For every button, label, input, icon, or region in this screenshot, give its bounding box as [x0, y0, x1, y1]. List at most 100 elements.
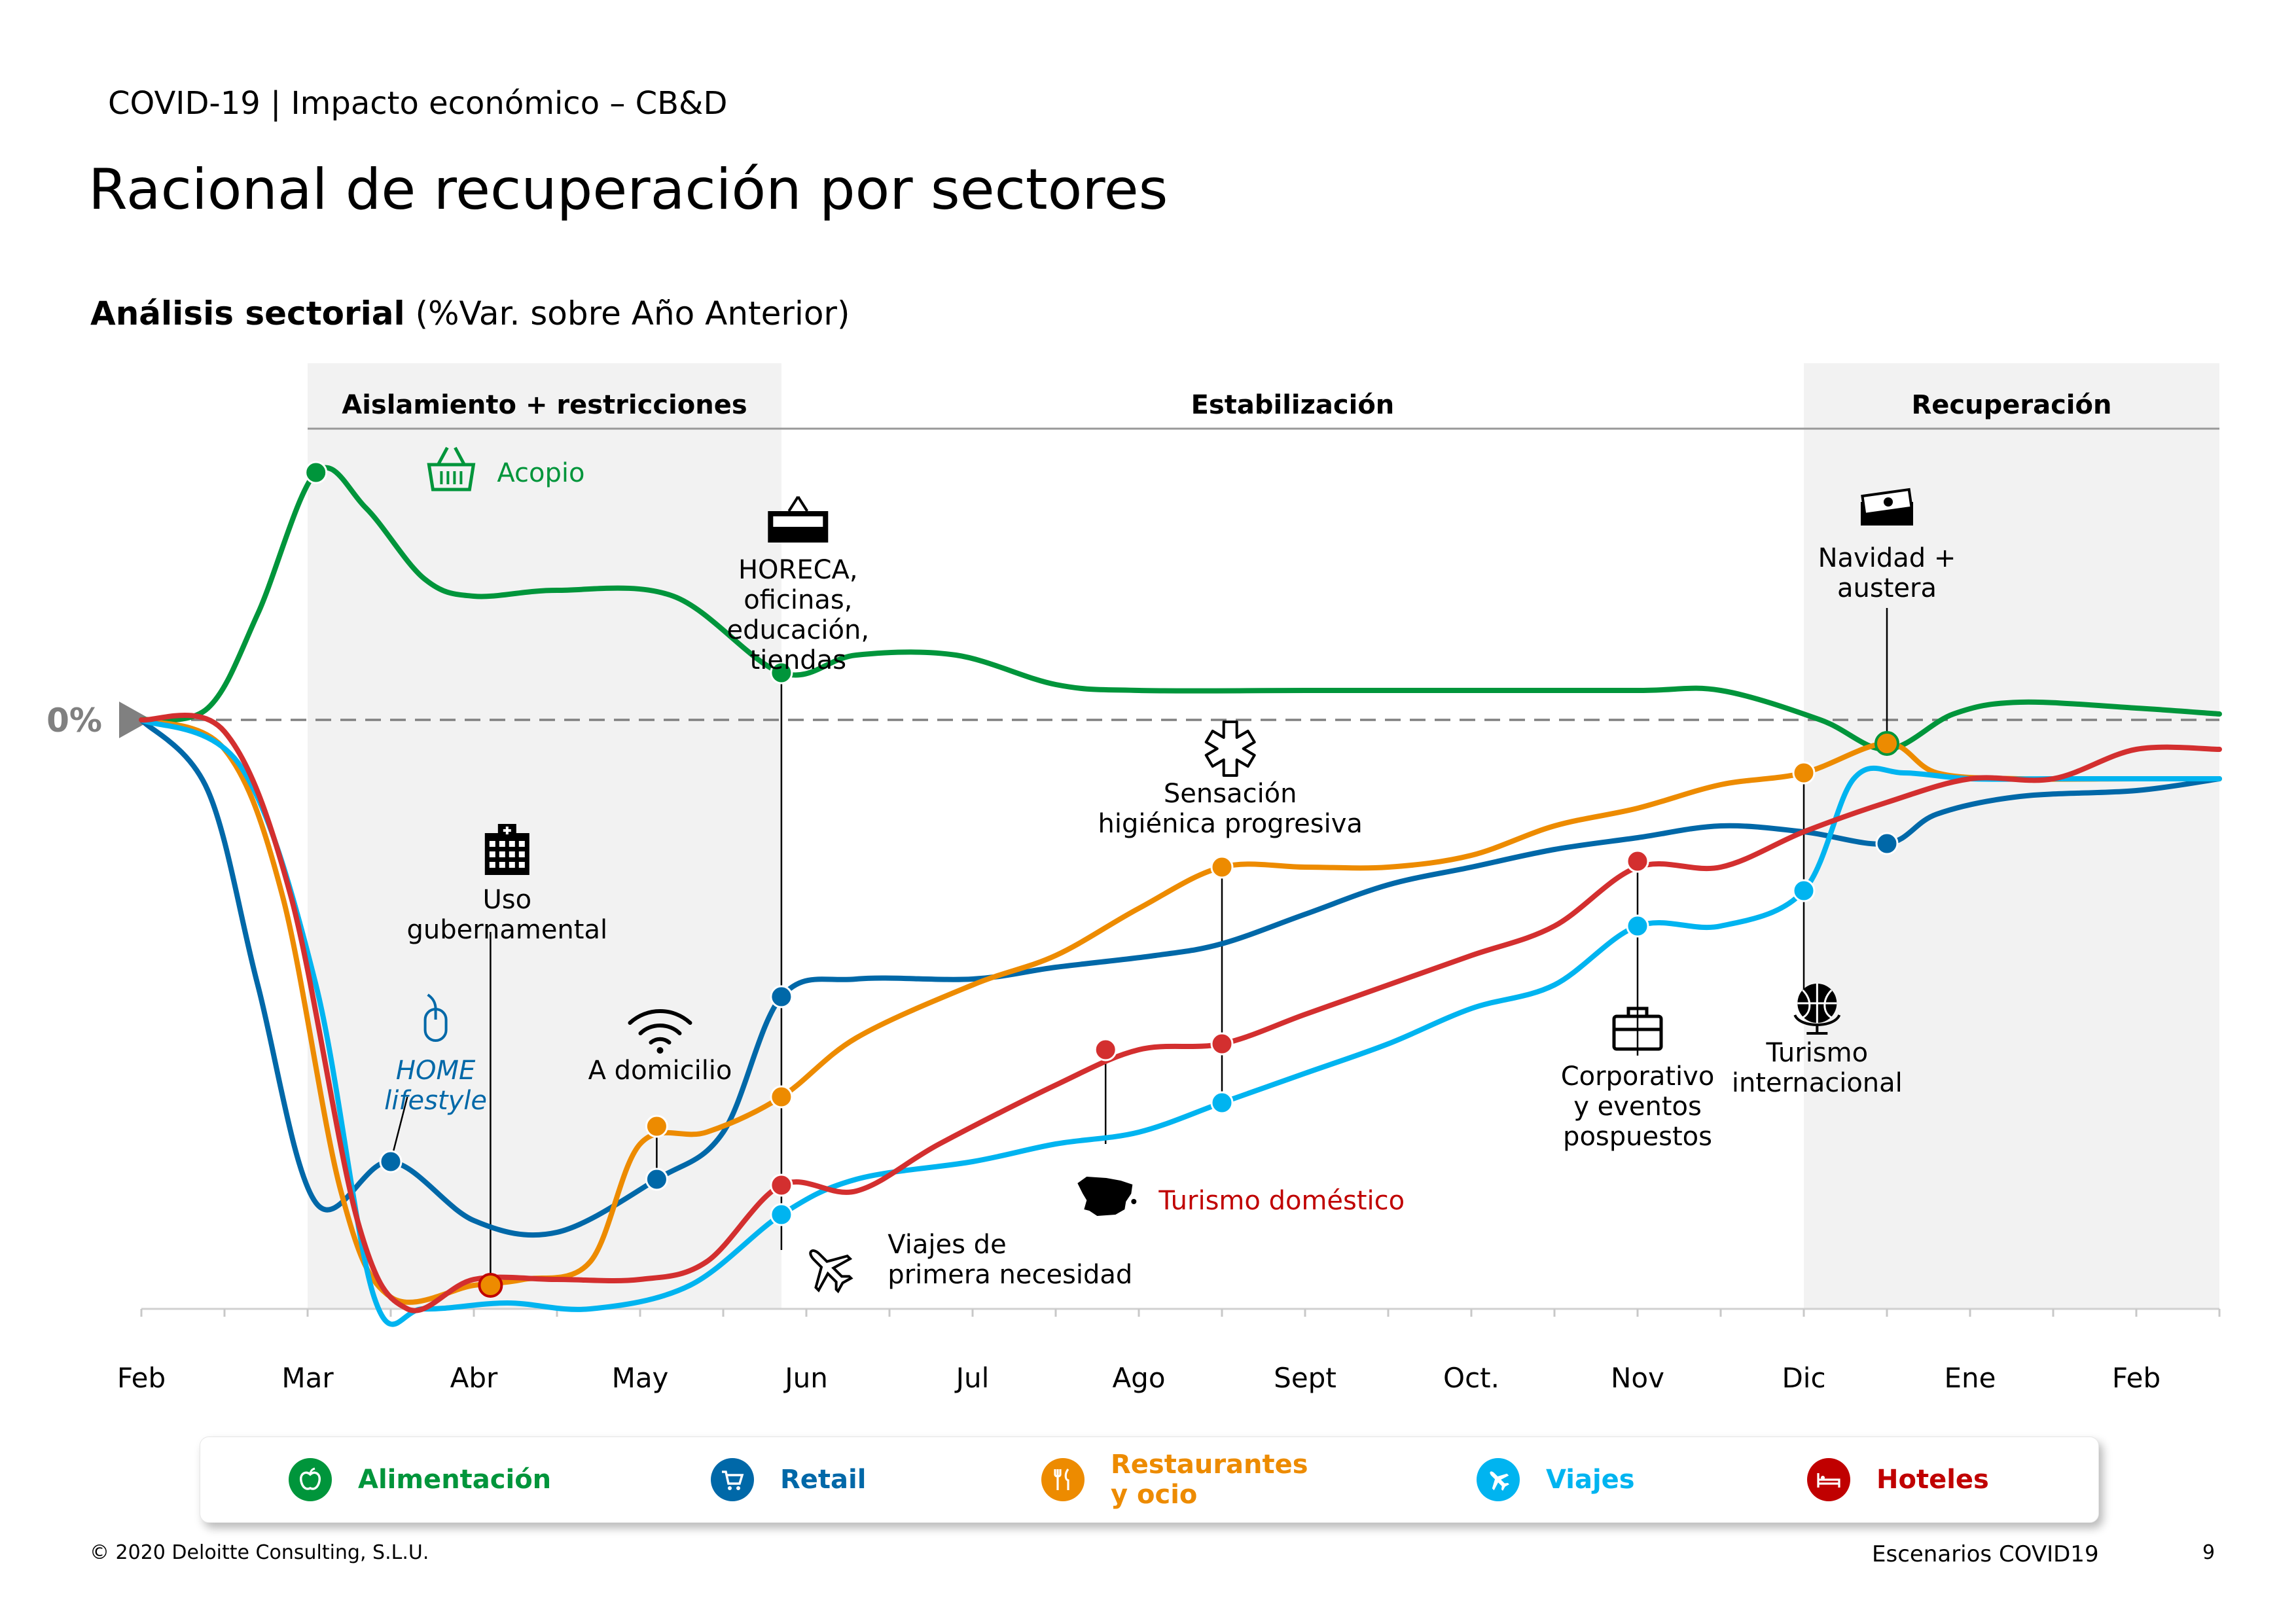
island	[1131, 1199, 1137, 1204]
x-tick-label: Dic	[1782, 1362, 1825, 1394]
data-point-marker	[304, 461, 328, 484]
case-handle	[1614, 1007, 1661, 1031]
data-point-marker	[770, 661, 793, 685]
sector-chart: Aislamiento + restricciones Estabilizació…	[0, 353, 2296, 1414]
airplane-icon	[1477, 1458, 1520, 1501]
building-window	[518, 862, 525, 868]
annotation-text: internacional	[1732, 1068, 1903, 1098]
x-tick-label: Feb	[117, 1362, 166, 1394]
subtitle-bold: Análisis sectorial	[90, 294, 405, 332]
spain-shape	[1077, 1177, 1133, 1216]
cart-icon	[711, 1458, 754, 1501]
annotation-text: Acopio	[497, 458, 584, 488]
annotation-text: higiénica progresiva	[1098, 809, 1362, 839]
annotation-text: Uso	[483, 885, 532, 915]
building-window	[489, 862, 495, 868]
building-window	[499, 841, 505, 847]
data-point-marker	[1792, 761, 1816, 785]
data-point-marker	[1626, 914, 1649, 938]
money-icon	[1861, 488, 1913, 526]
x-tick-label: Oct.	[1443, 1362, 1499, 1394]
annotation-text: Viajes de	[888, 1230, 1006, 1260]
annotation-text: HORECA,	[738, 555, 858, 585]
annotation-text: oficinas,	[744, 585, 852, 615]
apple-icon	[289, 1458, 332, 1501]
subtitle-rest: (%Var. sobre Año Anterior)	[404, 294, 850, 332]
mouse-icon	[423, 993, 448, 1042]
annotation-text: lifestyle	[384, 1086, 487, 1116]
basket-handle	[437, 446, 466, 466]
open-sign-icon	[768, 495, 829, 543]
data-point-marker	[770, 985, 793, 1008]
x-tick-label: Jul	[954, 1362, 990, 1394]
building-window	[489, 851, 495, 857]
x-tick-label: Nov	[1611, 1362, 1664, 1394]
data-point-marker	[1875, 832, 1899, 855]
series-line-hoteles	[139, 713, 2222, 1313]
sign-hanger	[787, 495, 808, 512]
legend-label-restaurantes-line1: Restaurantes	[1111, 1450, 1308, 1480]
data-point-marker	[379, 1150, 403, 1173]
globe-icon	[1793, 984, 1841, 1035]
wifi-arc	[649, 1037, 672, 1044]
case-body	[1612, 1014, 1663, 1051]
hospital-icon	[484, 824, 529, 875]
sign-strip	[773, 516, 823, 527]
annotation-text: Turismo	[1766, 1038, 1869, 1068]
data-point-marker	[770, 1085, 793, 1109]
chart-subtitle: Análisis sectorial (%Var. sobre Año Ante…	[90, 294, 850, 332]
annotation-text: primera necesidad	[888, 1260, 1132, 1290]
annotation-text: HOME	[396, 1056, 476, 1086]
data-point-marker	[1094, 1038, 1117, 1061]
phase-label-2: Recuperación	[1912, 390, 2112, 420]
legend-label-restaurantes: Restaurantes y ocio	[1111, 1450, 1308, 1510]
sanitary-icon	[1204, 721, 1256, 777]
x-tick-label: Feb	[2112, 1362, 2161, 1394]
x-tick-label: May	[612, 1362, 669, 1394]
basket-body	[427, 463, 476, 491]
annotation-text: tiendas	[750, 645, 847, 675]
building-window	[518, 841, 525, 847]
legend-label-retail: Retail	[780, 1465, 867, 1495]
x-tick-label: Mar	[281, 1362, 334, 1394]
data-point-marker	[645, 1168, 668, 1191]
page-number: 9	[2202, 1541, 2215, 1564]
legend-item-retail: Retail	[711, 1437, 866, 1522]
bed-icon	[1807, 1458, 1850, 1501]
chart-svg: Aislamiento + restricciones Estabilizació…	[46, 363, 2222, 1394]
annotation-text: pospuestos	[1563, 1122, 1712, 1152]
wifi-arc	[628, 1009, 692, 1025]
basket-icon	[427, 446, 476, 491]
building-cross	[503, 827, 511, 834]
data-point-marker	[645, 1115, 668, 1138]
legend-label-restaurantes-line2: y ocio	[1111, 1480, 1198, 1510]
wifi-icon	[628, 1009, 692, 1054]
zero-label: 0%	[46, 702, 102, 740]
briefcase-icon	[1612, 1007, 1663, 1051]
legend-label-alimentacion: Alimentación	[358, 1465, 552, 1495]
annotation-text: gubernamental	[407, 915, 608, 945]
airplane-outline	[809, 1249, 853, 1294]
legend-label-hoteles: Hoteles	[1876, 1465, 1989, 1495]
annotation-0: Acopio	[427, 446, 585, 491]
basket-slats	[440, 471, 463, 484]
star-of-life	[1204, 721, 1256, 777]
legend-item-viajes: Viajes	[1477, 1437, 1635, 1522]
wifi-dot	[656, 1047, 664, 1054]
building-window	[499, 851, 505, 857]
series-line-viajes	[139, 717, 2222, 1327]
legend-label-viajes: Viajes	[1546, 1465, 1635, 1495]
data-point-marker	[478, 1273, 503, 1298]
legend-item-alimentacion: Alimentación	[289, 1437, 551, 1522]
bill-coin	[1884, 497, 1893, 507]
annotation-text: A domicilio	[588, 1056, 732, 1086]
annotation-text: austera	[1837, 573, 1937, 603]
legend: Alimentación Retail Restaurantes y ocio …	[200, 1436, 2099, 1523]
wifi-arc	[638, 1024, 682, 1035]
footer-doc-name: Escenarios COVID19	[1872, 1541, 2099, 1567]
globe-lines	[1797, 984, 1837, 1023]
